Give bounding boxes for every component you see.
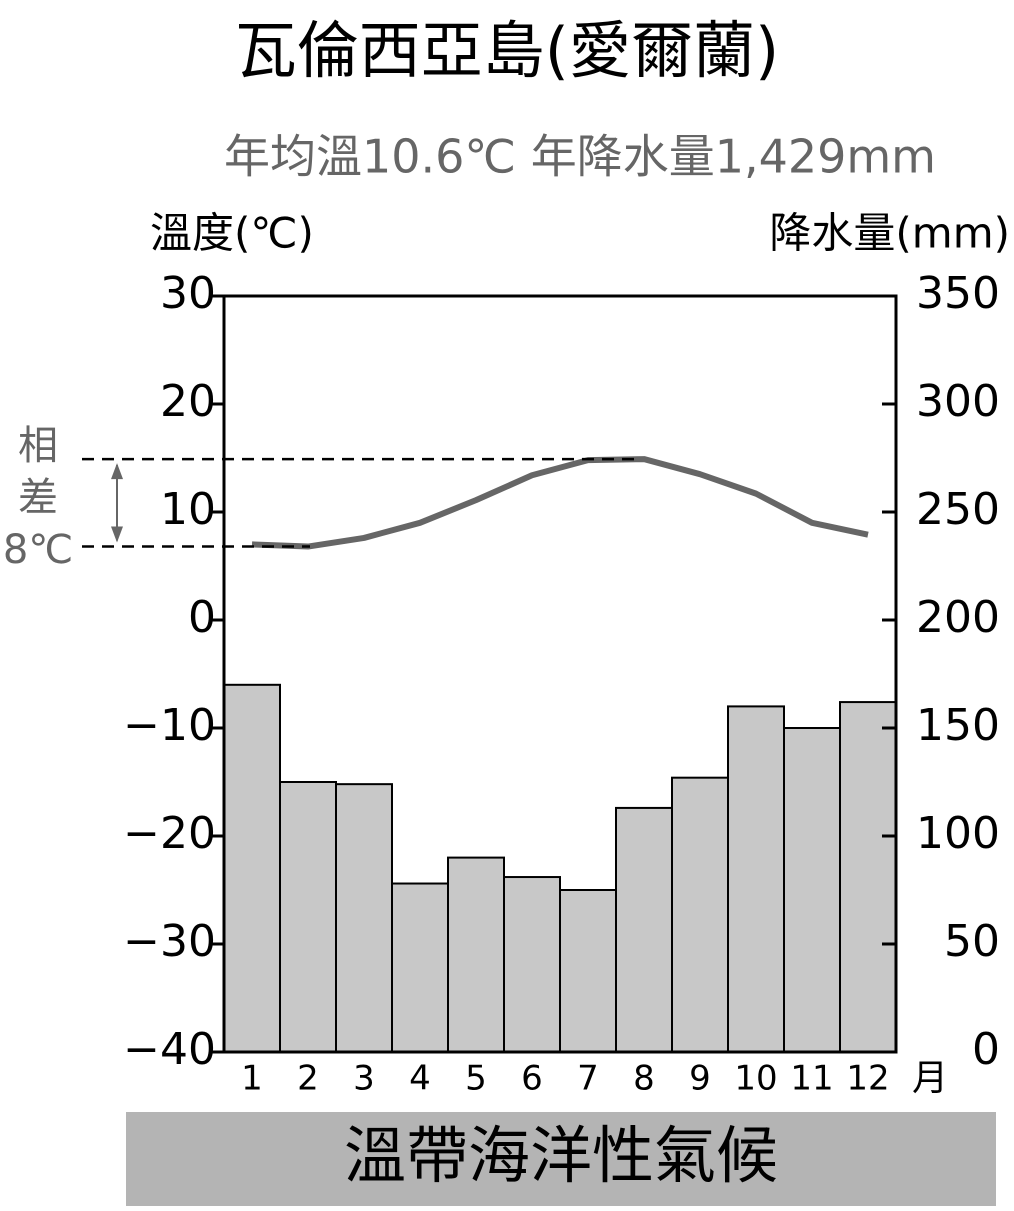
x-unit-label: 月 [912, 1058, 948, 1099]
bar [279, 781, 337, 1053]
y2-tick-label: 350 [916, 268, 1000, 319]
bar [783, 727, 841, 1053]
y2-tick-label: 0 [972, 1024, 1000, 1075]
x-tick-label: 5 [465, 1059, 487, 1099]
x-tick-label: 3 [353, 1059, 375, 1099]
y-tick-label: −20 [123, 808, 216, 859]
y2-axis-label: 降水量(mm) [769, 209, 1010, 258]
x-tick-label: 8 [633, 1059, 655, 1099]
range-annotation: 差 [18, 475, 58, 521]
x-tick-label: 12 [846, 1059, 889, 1099]
arrow-head [111, 463, 123, 480]
y-axis-label: 溫度(℃) [150, 209, 314, 258]
y2-tick-label: 200 [916, 592, 1000, 643]
bar [335, 783, 393, 1053]
chart-subtitle: 年均溫10.6℃ 年降水量1,429mm [224, 130, 936, 184]
plot-frame [222, 294, 898, 1054]
bar [447, 856, 505, 1053]
x-tick-label: 6 [521, 1059, 543, 1099]
bar [391, 882, 449, 1054]
x-tick-label: 9 [689, 1059, 711, 1099]
footer-label: 溫帶海洋性氣候 [344, 1119, 778, 1192]
bar [223, 683, 281, 1053]
y-tick-label: 30 [160, 268, 216, 319]
arrow-head [111, 526, 123, 543]
y2-tick-label: 250 [916, 484, 1000, 535]
x-tick-label: 1 [241, 1059, 263, 1099]
temperature-line [251, 456, 869, 550]
range-annotation: 相 [18, 423, 58, 469]
y-tick-label: −30 [123, 916, 216, 967]
x-tick-label: 10 [734, 1059, 777, 1099]
y2-tick-label: 50 [944, 916, 1000, 967]
y2-tick-label: 100 [916, 808, 1000, 859]
range-annotation: 8℃ [3, 527, 73, 573]
y-tick-label: 0 [188, 592, 216, 643]
bar [615, 806, 673, 1053]
y-tick-label: 20 [160, 376, 216, 427]
y-tick-label: −40 [123, 1024, 216, 1075]
bar [727, 705, 785, 1054]
bar [503, 876, 561, 1053]
x-tick-label: 4 [409, 1059, 431, 1099]
y-tick-label: 10 [160, 484, 216, 535]
bar [839, 701, 897, 1054]
x-tick-label: 2 [297, 1059, 319, 1099]
chart-title: 瓦倫西亞島(愛爾蘭) [235, 14, 779, 87]
bar [671, 776, 729, 1053]
y2-tick-label: 300 [916, 376, 1000, 427]
bar [559, 889, 617, 1053]
y2-tick-label: 150 [916, 700, 1000, 751]
footer-box [126, 1112, 996, 1206]
x-tick-label: 7 [577, 1059, 599, 1099]
x-tick-label: 11 [790, 1059, 833, 1099]
y-tick-label: −10 [123, 700, 216, 751]
